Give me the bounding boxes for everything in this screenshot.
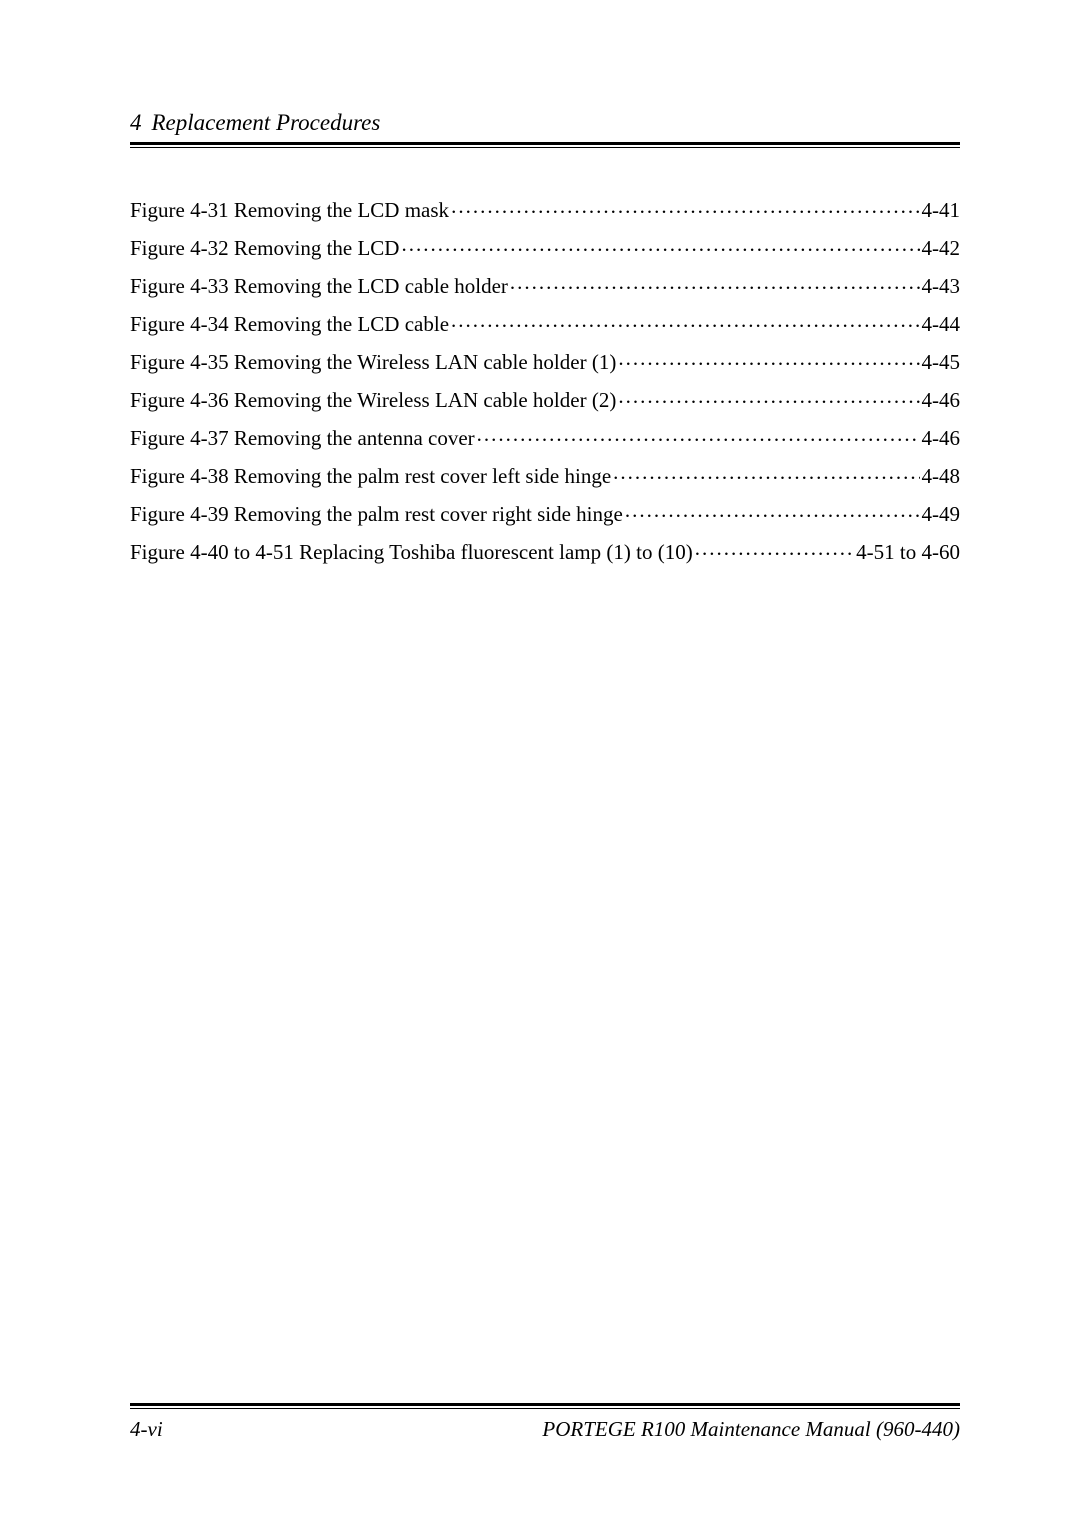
toc-leader xyxy=(695,538,854,559)
toc-leader xyxy=(451,310,919,331)
toc-page: 4-44 xyxy=(922,314,961,335)
toc-leader xyxy=(618,386,919,407)
toc-page: 4-46 xyxy=(922,428,961,449)
toc-page: 4-46 xyxy=(922,390,961,411)
toc-page: 4-49 xyxy=(922,504,961,525)
toc-row: Figure 4-38 Removing the palm rest cover… xyxy=(130,462,960,487)
footer-manual-title: PORTEGE R100 Maintenance Manual (960-440… xyxy=(542,1417,960,1442)
toc-page: 4-41 xyxy=(922,200,961,221)
toc-label: Figure 4-38 Removing the palm rest cover… xyxy=(130,466,611,487)
toc-row: Figure 4-39 Removing the palm rest cover… xyxy=(130,500,960,525)
toc-label: Figure 4-31 Removing the LCD mask xyxy=(130,200,449,221)
page: 4 Replacement Procedures Figure 4-31 Rem… xyxy=(0,0,1080,1528)
figure-toc: Figure 4-31 Removing the LCD mask 4-41 F… xyxy=(130,196,960,563)
toc-label: Figure 4-34 Removing the LCD cable xyxy=(130,314,449,335)
chapter-title: Replacement Procedures xyxy=(152,110,381,136)
toc-label: Figure 4-35 Removing the Wireless LAN ca… xyxy=(130,352,616,373)
running-header: 4 Replacement Procedures xyxy=(130,110,960,136)
toc-label: Figure 4-39 Removing the palm rest cover… xyxy=(130,504,623,525)
toc-row: Figure 4-32 Removing the LCD 4-42 xyxy=(130,234,960,259)
toc-page: 4-45 xyxy=(922,352,961,373)
toc-label: Figure 4-36 Removing the Wireless LAN ca… xyxy=(130,390,616,411)
toc-page: 4-43 xyxy=(922,276,961,297)
toc-leader xyxy=(625,500,920,521)
toc-label: Figure 4-33 Removing the LCD cable holde… xyxy=(130,276,508,297)
toc-row: Figure 4-35 Removing the Wireless LAN ca… xyxy=(130,348,960,373)
toc-leader xyxy=(613,462,919,483)
footer-rule xyxy=(130,1403,960,1409)
toc-row: Figure 4-36 Removing the Wireless LAN ca… xyxy=(130,386,960,411)
toc-page: 4-48 xyxy=(922,466,961,487)
toc-leader xyxy=(451,196,919,217)
toc-row: Figure 4-31 Removing the LCD mask 4-41 xyxy=(130,196,960,221)
toc-row: Figure 4-40 to 4-51 Replacing Toshiba fl… xyxy=(130,538,960,563)
toc-label: Figure 4-32 Removing the LCD xyxy=(130,238,399,259)
toc-row: Figure 4-37 Removing the antenna cover 4… xyxy=(130,424,960,449)
header-rule xyxy=(130,142,960,148)
footer-row: 4-vi PORTEGE R100 Maintenance Manual (96… xyxy=(130,1417,960,1442)
toc-leader xyxy=(510,272,920,293)
toc-leader xyxy=(401,234,919,255)
toc-page: 4-42 xyxy=(922,238,961,259)
toc-row: Figure 4-33 Removing the LCD cable holde… xyxy=(130,272,960,297)
toc-label: Figure 4-40 to 4-51 Replacing Toshiba fl… xyxy=(130,542,693,563)
toc-leader xyxy=(477,424,920,445)
toc-leader xyxy=(618,348,919,369)
footer: 4-vi PORTEGE R100 Maintenance Manual (96… xyxy=(130,1403,960,1442)
toc-label: Figure 4-37 Removing the antenna cover xyxy=(130,428,475,449)
footer-page-number: 4-vi xyxy=(130,1417,163,1442)
chapter-number: 4 xyxy=(130,110,142,136)
toc-row: Figure 4-34 Removing the LCD cable 4-44 xyxy=(130,310,960,335)
toc-page: 4-51 to 4-60 xyxy=(856,542,960,563)
